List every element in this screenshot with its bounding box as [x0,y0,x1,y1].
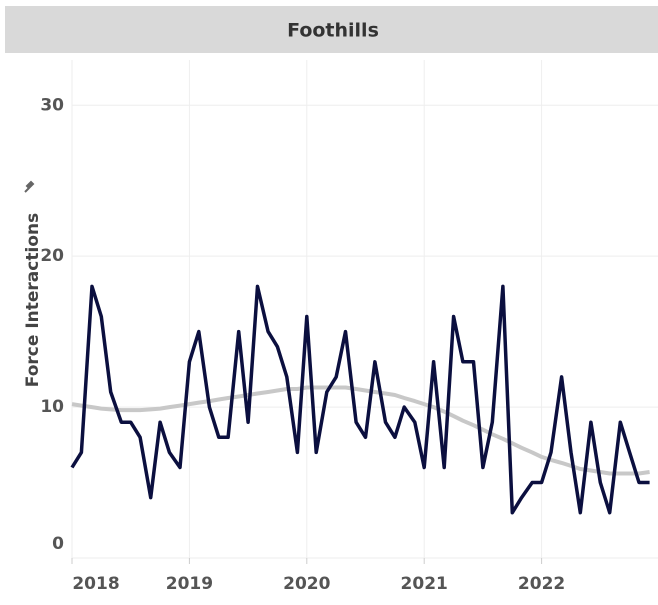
chart-title: Foothills [287,20,379,42]
x-tick-label: 2020 [283,574,330,594]
y-tick-label: 20 [40,246,64,266]
series-line [70,284,650,515]
x-tick-label: 2021 [401,574,448,594]
x-tick-label: 2019 [166,574,213,594]
header-bar [5,6,658,53]
y-tick-label: 30 [40,95,64,115]
series-line [71,385,650,476]
y-tick-label: 0 [52,534,64,554]
x-tick-label: 2018 [72,574,119,594]
pin-icon [24,180,35,193]
y-tick-label: 10 [40,397,64,417]
x-tick-label: 2022 [518,574,565,594]
y-axis-label: Force Interactions [23,213,43,387]
